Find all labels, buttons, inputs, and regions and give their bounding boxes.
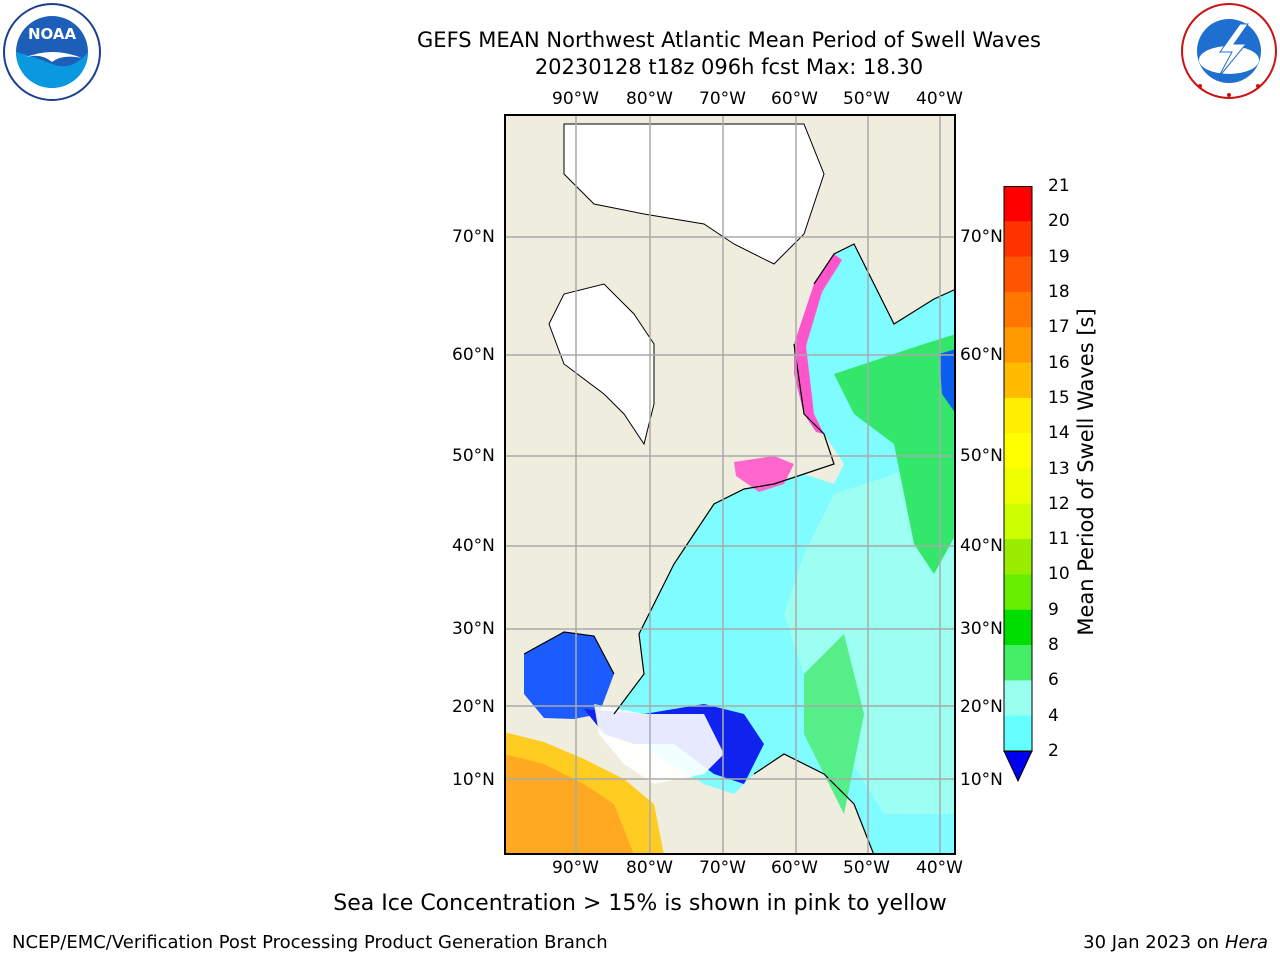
swell-green-region: [834, 334, 956, 574]
colorbar-tick-label: 14: [1048, 423, 1070, 444]
lon-label-top: 90°W: [552, 89, 599, 109]
colorbar-segment: [1004, 291, 1032, 328]
colorbar-segment: [1004, 256, 1032, 293]
colorbar-tick-label: 20: [1048, 211, 1070, 232]
lat-label-right: 60°N: [960, 345, 1003, 365]
lon-label-top: 50°W: [843, 89, 890, 109]
lat-label-right: 20°N: [960, 697, 1003, 717]
caribbean-white: [594, 704, 724, 784]
lon-label-bottom: 90°W: [552, 858, 599, 878]
colorbar-segment: [1004, 362, 1032, 399]
lon-label-bottom: 50°W: [843, 858, 890, 878]
lat-label-left: 40°N: [452, 536, 495, 556]
colorbar-tick-label: 13: [1048, 458, 1070, 479]
coastline-south: [753, 753, 875, 856]
map-panel: [504, 114, 957, 856]
colorbar: [1000, 186, 1036, 786]
colorbar-segment: [1004, 574, 1032, 611]
colorbar-extend-triangle: [1003, 750, 1033, 783]
sea-ice-gulf: [734, 456, 794, 492]
lat-label-right: 10°N: [960, 770, 1003, 790]
colorbar-tick-label: 18: [1048, 281, 1070, 302]
colorbar-tick-label: 21: [1048, 176, 1070, 196]
nws-logo: [1180, 2, 1278, 100]
arctic-archipelago: [563, 123, 825, 265]
lon-label-top: 70°W: [699, 89, 746, 109]
lon-label-bottom: 80°W: [626, 858, 673, 878]
colorbar-tick-label: 11: [1048, 529, 1070, 550]
colorbar-segment: [1004, 468, 1032, 505]
colorbar-svg: [1003, 186, 1033, 783]
lat-label-right: 50°N: [960, 446, 1003, 466]
swell-blue-gulf: [524, 632, 614, 719]
colorbar-segment: [1004, 433, 1032, 469]
lon-label-bottom: 70°W: [699, 858, 746, 878]
footer-date-text: 30 Jan 2023 on: [1083, 932, 1225, 953]
lat-label-right: 40°N: [960, 536, 1003, 556]
lon-label-top: 40°W: [916, 89, 963, 109]
lat-label-left: 30°N: [452, 619, 495, 639]
lat-label-left: 70°N: [452, 227, 495, 247]
colorbar-tick-label: 15: [1048, 387, 1070, 408]
colorbar-tick-label: 2: [1048, 741, 1059, 761]
footer-credit: NCEP/EMC/Verification Post Processing Pr…: [12, 932, 608, 953]
colorbar-segment: [1004, 186, 1032, 222]
colorbar-segment: [1004, 397, 1032, 434]
colorbar-segment: [1004, 503, 1032, 540]
colorbar-tick-label: 17: [1048, 317, 1070, 338]
gridlines: [504, 114, 956, 855]
colorbar-segment: [1004, 680, 1032, 717]
colorbar-ticks: 21 20 19 18 17 16 15 14 13 12 11 10 9 8 6 4 2: [1040, 176, 1090, 786]
sea-ice-note: Sea Ice Concentration > 15% is shown in …: [333, 891, 947, 916]
swell-light-region: [784, 464, 956, 814]
colorbar-tick-label: 12: [1048, 493, 1070, 514]
colorbar-frame: [1003, 186, 1033, 752]
lat-label-left: 20°N: [452, 697, 495, 717]
swell-green-south: [804, 634, 864, 814]
coastline-gulf: [523, 631, 615, 675]
sea-ice-band: [794, 254, 842, 434]
lat-label-left: 60°N: [452, 345, 495, 365]
colorbar-segment: [1004, 715, 1032, 752]
lon-label-top: 80°W: [626, 89, 673, 109]
colorbar-tick-label: 19: [1048, 246, 1070, 267]
colorbar-segment: [1004, 221, 1032, 258]
noaa-logo: NOAA: [2, 2, 102, 102]
lat-label-right: 30°N: [960, 619, 1003, 639]
lat-label-left: 50°N: [452, 446, 495, 466]
colorbar-tick-label: 4: [1048, 705, 1059, 726]
coastline-greenland: [813, 243, 957, 325]
colorbar-label: Mean Period of Swell Waves [s]: [1074, 308, 1098, 636]
map-svg: [504, 114, 957, 856]
lon-label-bottom: 40°W: [916, 858, 963, 878]
colorbar-tick-label: 6: [1048, 670, 1059, 691]
lat-label-right: 70°N: [960, 227, 1003, 247]
map-frame: [504, 114, 956, 855]
lon-label-bottom: 60°W: [771, 858, 818, 878]
chart-subtitle: 20230128 t18z 096h fcst Max: 18.30: [534, 55, 924, 79]
footer-host: Hera: [1224, 932, 1268, 953]
lon-label-top: 60°W: [771, 89, 818, 109]
colorbar-segment: [1004, 609, 1032, 646]
colorbar-tick-label: 9: [1048, 599, 1059, 620]
colorbar-segment: [1004, 645, 1032, 681]
swell-blue-east: [939, 349, 956, 414]
chart-title: GEFS MEAN Northwest Atlantic Mean Period…: [417, 28, 1041, 52]
colorbar-tick-label: 16: [1048, 352, 1070, 373]
noaa-logo-text: NOAA: [28, 25, 77, 43]
footer-date: 30 Jan 2023 on Hera: [1083, 932, 1268, 953]
colorbar-tick-label: 8: [1048, 635, 1059, 656]
colorbar-tick-label: 10: [1048, 564, 1070, 585]
lat-label-left: 10°N: [452, 770, 495, 790]
colorbar-segment: [1004, 539, 1032, 575]
colorbar-segment: [1004, 327, 1032, 364]
